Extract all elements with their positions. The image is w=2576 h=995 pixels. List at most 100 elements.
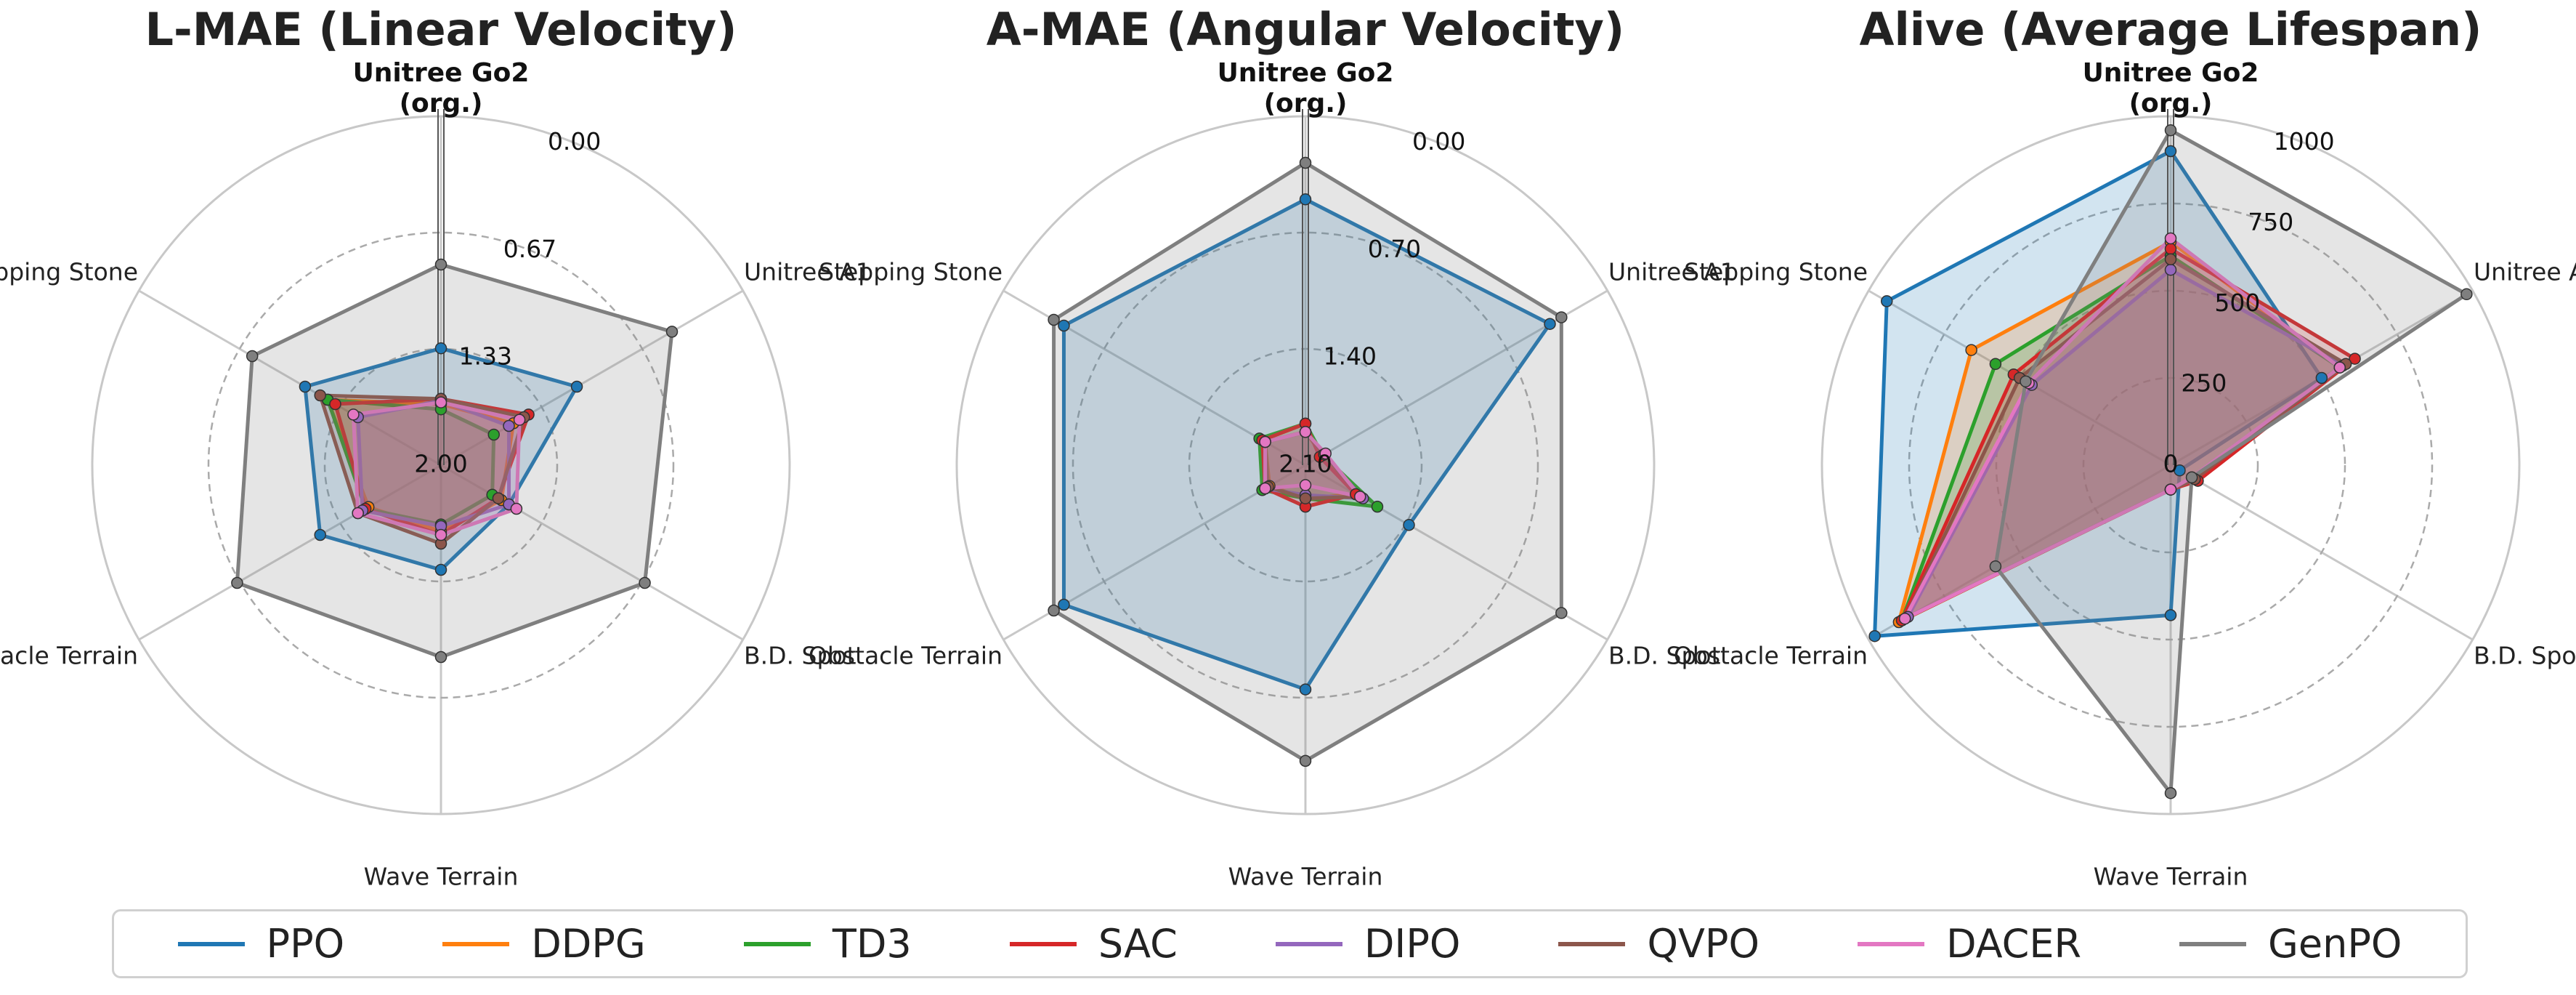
legend-swatch: [1858, 941, 1925, 946]
radial-tick-label: 2.00: [414, 450, 467, 478]
grid-circle: [1995, 289, 2346, 641]
axis-label: Wave Terrain: [2094, 863, 2248, 891]
data-point-ppo: [434, 563, 447, 576]
data-point-ppo: [314, 528, 326, 541]
data-point-qvpo: [1299, 492, 1312, 504]
chart-title: L-MAE (Linear Velocity): [145, 3, 737, 56]
legend-label: DDPG: [531, 921, 646, 967]
data-point-dacer: [352, 507, 364, 520]
legend-label: GenPO: [2268, 921, 2402, 967]
axis-spoke: [138, 464, 442, 641]
legend-label: QVPO: [1647, 921, 1759, 967]
data-point-ppo: [1880, 295, 1893, 307]
data-point-dacer: [2164, 483, 2177, 496]
legend: PPO DDPG TD3 SAC DIPO QVPO DACER GenPO: [112, 909, 2468, 978]
data-point-dipo: [2164, 263, 2177, 276]
data-point-genpo: [434, 650, 447, 664]
data-point-td3: [1989, 358, 2002, 371]
legend-swatch: [1558, 941, 1626, 946]
data-point-ppo: [1299, 683, 1312, 696]
legend-label: TD3: [832, 921, 912, 967]
data-point-td3: [487, 428, 500, 441]
data-point-sac: [2164, 243, 2177, 255]
data-point-dacer: [513, 414, 526, 426]
data-point-dacer: [1299, 479, 1312, 491]
chart-title: A-MAE (Angular Velocity): [987, 3, 1624, 56]
axis-label: Stepping Stone: [819, 258, 1003, 286]
data-point-ppo: [1058, 319, 1070, 332]
data-point-genpo: [665, 326, 679, 338]
legend-item-ppo: PPO: [177, 921, 345, 967]
legend-swatch: [177, 941, 245, 946]
grid-circle: [2082, 376, 2259, 554]
axis-label-top: Unitree Go2: [1218, 58, 1394, 88]
data-point-td3: [1371, 500, 1384, 513]
axis-label: B.D. Spot: [2474, 642, 2576, 670]
data-point-dacer: [434, 396, 447, 408]
data-point-genpo: [1555, 311, 1568, 323]
grid-circle: [1188, 347, 1423, 583]
data-point-ppo: [1058, 598, 1070, 611]
data-point-ppo: [570, 380, 583, 393]
data-point-genpo: [2164, 124, 2177, 137]
data-point-dacer: [510, 502, 523, 515]
axis-label: Obstacle Terrain: [1674, 642, 1868, 670]
data-point-ppo: [1403, 519, 1415, 531]
radial-tick-label: 0: [2163, 450, 2179, 478]
legend-item-genpo: GenPO: [2179, 921, 2402, 967]
data-point-dacer: [434, 528, 447, 541]
axis-label: B.D. Spot: [1608, 642, 1721, 670]
radar-chart-3: 0 250 500 750 1000 Unitree Go2(org.) Unitree A…: [1674, 3, 2576, 891]
legend-label: PPO: [266, 921, 345, 967]
axis-label-top: (org.): [1264, 89, 1348, 118]
data-point-genpo: [1299, 156, 1312, 169]
axis-label: Obstacle Terrain: [809, 642, 1003, 670]
data-point-genpo: [1989, 560, 2002, 573]
axis-label: Stepping Stone: [0, 258, 138, 286]
radial-tick-label: 1.40: [1323, 342, 1376, 371]
legend-label: DACER: [1946, 921, 2081, 967]
radial-tick-label: 0.00: [548, 127, 601, 156]
data-point-genpo: [2460, 288, 2473, 301]
data-point-dacer: [2164, 232, 2177, 245]
data-point-ppo: [2164, 145, 2177, 158]
legend-swatch: [743, 941, 811, 946]
radial-tick-label: 1.33: [458, 342, 511, 371]
axis-label-top: (org.): [400, 89, 483, 118]
axis-label: Unitree A1: [744, 258, 871, 286]
data-point-genpo: [2020, 375, 2032, 388]
axis-label: Stepping Stone: [1684, 258, 1868, 286]
data-point-ppo: [2315, 371, 2328, 384]
data-point-dacer: [1898, 612, 1911, 625]
legend-swatch: [442, 941, 510, 946]
grid-circle: [1072, 231, 1539, 699]
radial-tick-label: 0.70: [1368, 235, 1421, 263]
legend-swatch: [1275, 941, 1342, 946]
data-point-genpo: [434, 258, 447, 271]
legend-item-ddpg: DDPG: [442, 921, 646, 967]
radial-tick-label: 250: [2181, 369, 2227, 398]
data-point-dacer: [1319, 447, 1332, 460]
data-point-dipo: [503, 419, 515, 432]
data-point-ppo: [2174, 464, 2186, 477]
data-point-dacer: [1299, 426, 1312, 438]
data-point-genpo: [246, 350, 259, 363]
axis-label-top: Unitree Go2: [353, 58, 530, 88]
data-point-genpo: [1048, 604, 1060, 617]
data-point-qvpo: [492, 492, 505, 504]
axis-label-top: (org.): [2129, 89, 2213, 118]
radar-chart-2: 0.00 0.70 1.40 2.10 Unitree Go2(org.) Unitree…: [809, 3, 1735, 891]
data-point-qvpo: [2164, 253, 2177, 266]
data-point-ddpg: [1965, 344, 1977, 356]
radial-tick-label: 500: [2214, 289, 2260, 317]
radial-tick-label: 0.67: [503, 235, 556, 263]
data-point-genpo: [1555, 607, 1568, 619]
axis-label: B.D. Spot: [744, 642, 856, 670]
legend-item-dacer: DACER: [1858, 921, 2081, 967]
grid-circle: [1908, 202, 2434, 728]
axis-label: Wave Terrain: [1228, 863, 1383, 891]
data-point-dacer: [347, 408, 360, 421]
legend-swatch: [1009, 941, 1077, 946]
axis-label-top: Unitree Go2: [2083, 58, 2259, 88]
